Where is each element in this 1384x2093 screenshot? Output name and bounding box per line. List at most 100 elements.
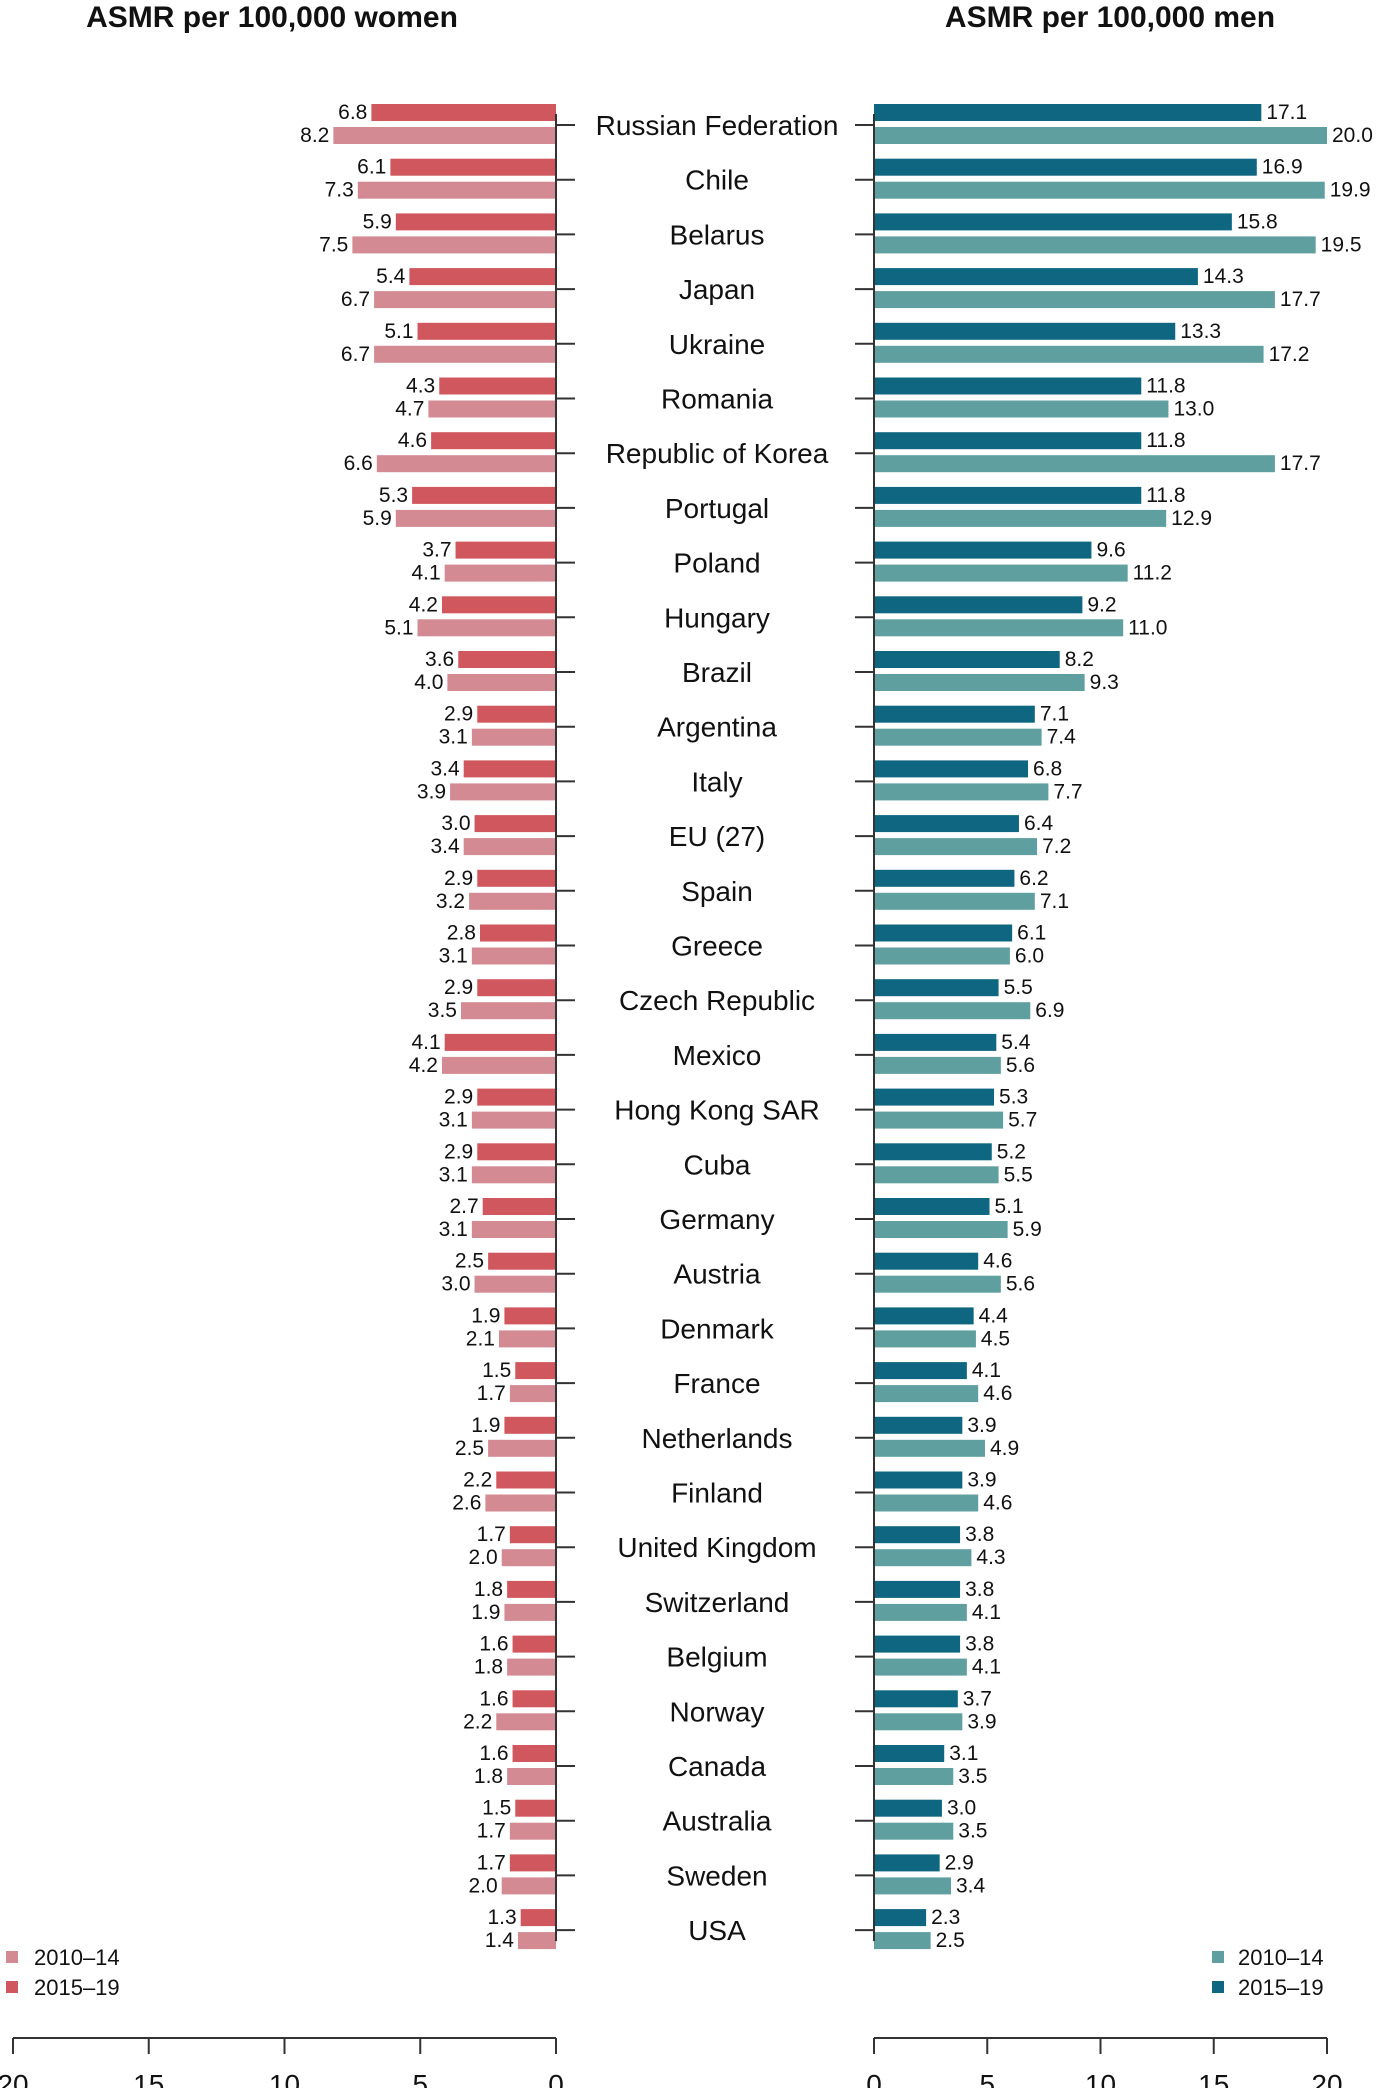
women-bar bbox=[496, 1713, 556, 1731]
women-bar bbox=[515, 1362, 556, 1380]
women-legend-swatch bbox=[6, 1981, 18, 1993]
men-bar bbox=[874, 728, 1042, 746]
women-value-label: 2.6 bbox=[452, 1492, 481, 1515]
men-value-label: 3.5 bbox=[958, 1765, 987, 1788]
women-bar bbox=[431, 432, 556, 450]
women-value-label: 6.7 bbox=[341, 288, 370, 311]
men-bar bbox=[874, 1799, 942, 1817]
category-label: Russian Federation bbox=[596, 110, 839, 141]
men-value-label: 4.6 bbox=[983, 1492, 1012, 1515]
men-bar bbox=[874, 924, 1013, 942]
women-value-label: 3.5 bbox=[428, 999, 457, 1022]
women-bar bbox=[509, 1822, 556, 1840]
women-value-label: 4.6 bbox=[398, 429, 427, 452]
men-value-label: 5.7 bbox=[1008, 1109, 1037, 1132]
category-label: Austria bbox=[673, 1259, 761, 1290]
women-value-label: 2.9 bbox=[444, 1086, 473, 1109]
women-bar bbox=[409, 268, 556, 286]
men-bar bbox=[874, 1768, 954, 1785]
women-value-label: 6.7 bbox=[341, 343, 370, 366]
women-value-label: 6.8 bbox=[338, 101, 367, 124]
men-value-label: 17.2 bbox=[1269, 343, 1310, 366]
men-value-label: 3.9 bbox=[967, 1414, 996, 1437]
women-legend-swatch bbox=[6, 1951, 18, 1963]
men-value-label: 3.7 bbox=[963, 1687, 992, 1710]
women-legend-label: 2015–19 bbox=[34, 1975, 120, 2000]
men-value-label: 6.8 bbox=[1033, 757, 1062, 780]
category-label: Spain bbox=[681, 876, 753, 907]
men-value-label: 11.2 bbox=[1133, 562, 1172, 585]
women-bar bbox=[496, 1471, 556, 1489]
category-label: Mexico bbox=[673, 1040, 762, 1071]
category-label: Hungary bbox=[664, 602, 770, 633]
men-value-label: 7.1 bbox=[1040, 703, 1069, 726]
men-value-label: 4.6 bbox=[983, 1250, 1012, 1273]
men-bar bbox=[874, 1307, 974, 1325]
men-value-label: 3.1 bbox=[949, 1742, 978, 1765]
category-label: Italy bbox=[691, 766, 742, 797]
legends-layer: 2010–14 2015–19 2010–14 2015–19 bbox=[6, 1945, 1324, 2000]
men-bar bbox=[874, 838, 1038, 856]
women-bar bbox=[395, 509, 556, 527]
category-label: Romania bbox=[661, 384, 773, 415]
women-bar bbox=[477, 1088, 556, 1106]
men-bar bbox=[874, 1603, 967, 1621]
men-bar bbox=[874, 1854, 940, 1872]
women-value-label: 1.8 bbox=[474, 1578, 503, 1601]
men-bar bbox=[874, 486, 1142, 504]
men-bar bbox=[874, 1549, 972, 1567]
men-value-label: 14.3 bbox=[1203, 265, 1244, 288]
women-value-label: 7.5 bbox=[319, 233, 348, 256]
men-value-label: 5.6 bbox=[1006, 1054, 1035, 1077]
men-bar bbox=[874, 541, 1092, 559]
men-value-label: 5.5 bbox=[1004, 1163, 1033, 1186]
men-value-label: 11.0 bbox=[1128, 616, 1167, 639]
men-bar bbox=[874, 1439, 985, 1457]
men-bar bbox=[874, 760, 1029, 778]
women-bar bbox=[357, 181, 556, 199]
women-bar bbox=[474, 815, 556, 833]
men-value-label: 19.9 bbox=[1330, 179, 1371, 202]
men-value-label: 4.4 bbox=[979, 1304, 1009, 1327]
category-label: Cuba bbox=[684, 1149, 751, 1180]
women-bar bbox=[444, 1033, 556, 1051]
women-value-label: 4.7 bbox=[395, 398, 424, 421]
women-value-label: 3.7 bbox=[422, 539, 451, 562]
women-panel-title: ASMR per 100,000 women bbox=[86, 1, 458, 34]
women-axis-tick-label: 15 bbox=[133, 2069, 164, 2088]
women-bar bbox=[450, 783, 556, 801]
men-bar bbox=[874, 1745, 945, 1762]
women-bar bbox=[515, 1799, 556, 1817]
men-value-label: 7.2 bbox=[1042, 835, 1071, 858]
women-value-label: 3.1 bbox=[439, 1163, 468, 1186]
women-bar bbox=[517, 1932, 556, 1950]
men-value-label: 3.9 bbox=[967, 1710, 996, 1733]
women-value-label: 2.5 bbox=[455, 1250, 484, 1273]
men-bar bbox=[874, 1385, 979, 1403]
men-bar bbox=[874, 213, 1232, 231]
category-label: Belarus bbox=[670, 219, 765, 250]
men-value-label: 16.9 bbox=[1262, 156, 1303, 179]
women-value-label: 2.9 bbox=[444, 703, 473, 726]
men-value-label: 5.5 bbox=[1004, 976, 1033, 999]
category-label: Netherlands bbox=[642, 1423, 793, 1454]
men-value-label: 2.3 bbox=[931, 1906, 960, 1929]
women-bar bbox=[520, 1909, 556, 1927]
men-value-label: 11.8 bbox=[1146, 375, 1185, 398]
women-bar bbox=[471, 947, 556, 965]
women-axis-tick-label: 10 bbox=[269, 2069, 300, 2088]
women-bar bbox=[501, 1549, 556, 1567]
men-axis-tick-label: 15 bbox=[1198, 2069, 1229, 2088]
men-value-label: 6.0 bbox=[1015, 945, 1044, 968]
men-value-label: 6.2 bbox=[1019, 867, 1048, 890]
category-label: Japan bbox=[679, 274, 755, 305]
women-value-label: 6.1 bbox=[357, 156, 386, 179]
women-bar bbox=[471, 1221, 556, 1238]
men-value-label: 11.8 bbox=[1146, 429, 1185, 452]
women-value-label: 2.7 bbox=[449, 1195, 478, 1218]
men-bar bbox=[874, 564, 1128, 582]
category-label: Canada bbox=[668, 1751, 767, 1782]
category-label: Argentina bbox=[657, 712, 777, 743]
men-bar bbox=[874, 1580, 961, 1598]
category-label: Norway bbox=[670, 1696, 765, 1727]
